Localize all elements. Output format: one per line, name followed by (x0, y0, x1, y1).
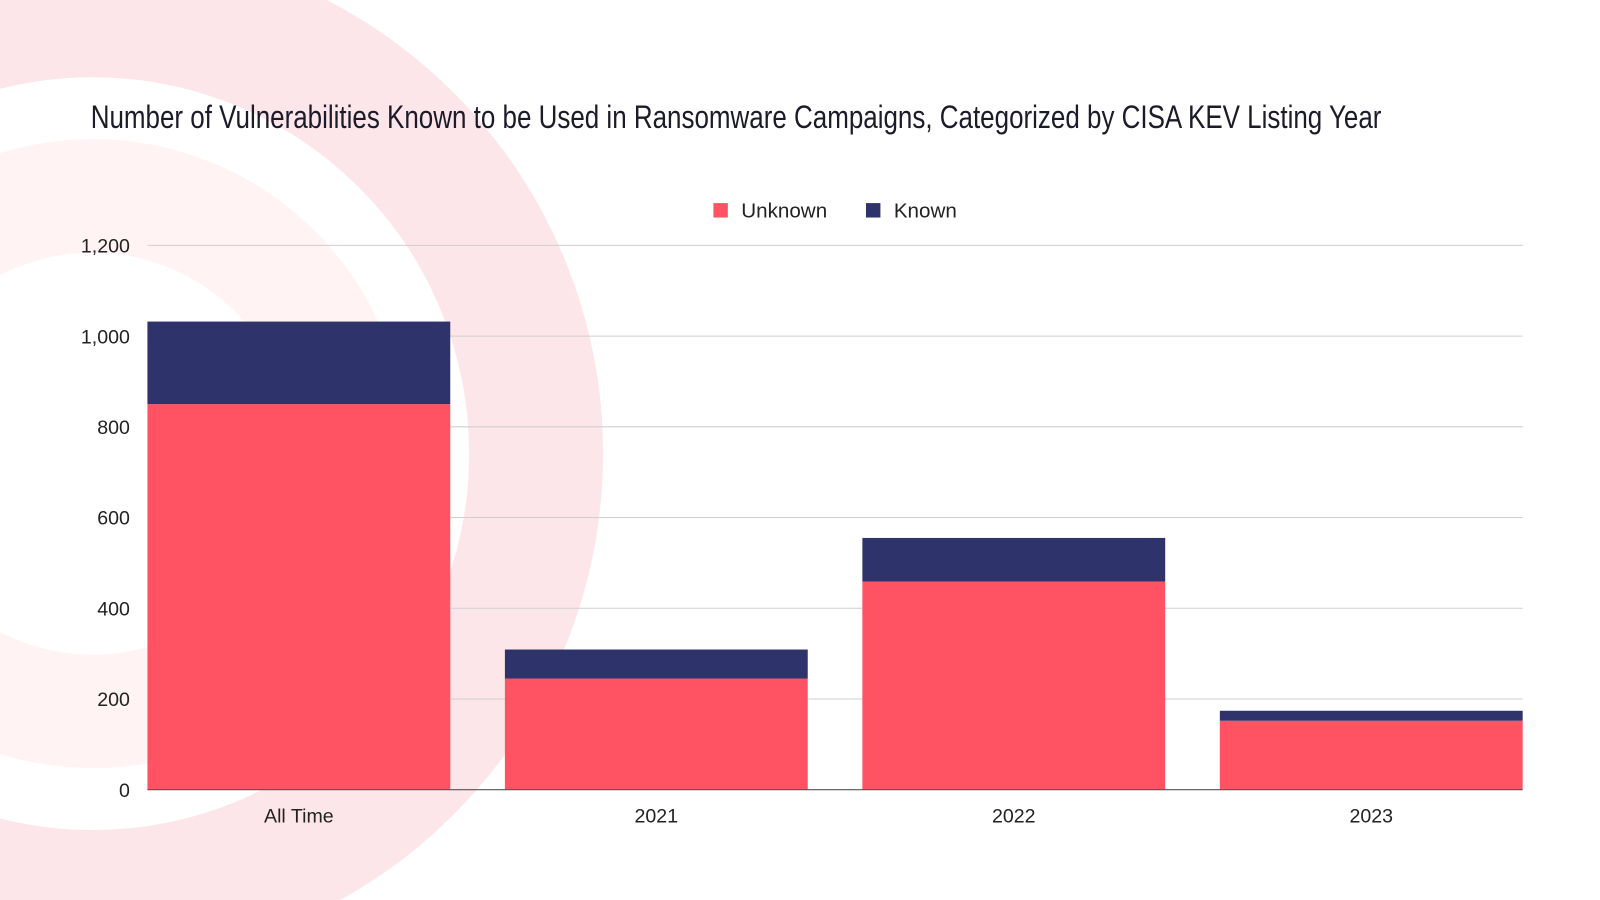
y-tick-label: 200 (97, 689, 130, 711)
x-tick-label: All Time (264, 806, 334, 828)
legend-swatch-known (865, 203, 881, 218)
x-tick-label: 2023 (1349, 806, 1393, 828)
y-tick-label: 600 (97, 508, 130, 530)
x-tick-label: 2021 (635, 806, 679, 828)
bar-known-all-time (147, 321, 451, 405)
y-tick-label: 800 (97, 417, 130, 439)
y-tick-label: 1,000 (81, 326, 130, 348)
bar-known-2022 (862, 537, 1166, 582)
y-tick-label: 1,200 (81, 236, 130, 258)
bar-known-2021 (504, 649, 808, 679)
bars (147, 321, 1523, 790)
bar-unknown-2023 (1219, 720, 1523, 790)
legend: Unknown Known (713, 200, 957, 223)
y-tick-label: 0 (119, 780, 130, 802)
bar-known-2023 (1219, 710, 1523, 721)
chart-title: Number of Vulnerabilities Known to be Us… (91, 99, 1382, 135)
legend-swatch-unknown (713, 203, 728, 218)
y-axis-ticks: 0 200 400 600 800 1,000 1,200 (81, 236, 130, 802)
x-axis-ticks: All Time 2021 2022 2023 (264, 806, 1393, 828)
legend-label-known: Known (894, 200, 957, 223)
legend-label-unknown: Unknown (741, 200, 827, 223)
ring-outer (0, 0, 603, 900)
y-tick-label: 400 (97, 598, 130, 620)
bar-unknown-2021 (504, 678, 808, 790)
bar-unknown-2022 (862, 581, 1166, 790)
bar-unknown-all-time (147, 404, 451, 790)
x-tick-label: 2022 (992, 806, 1036, 828)
